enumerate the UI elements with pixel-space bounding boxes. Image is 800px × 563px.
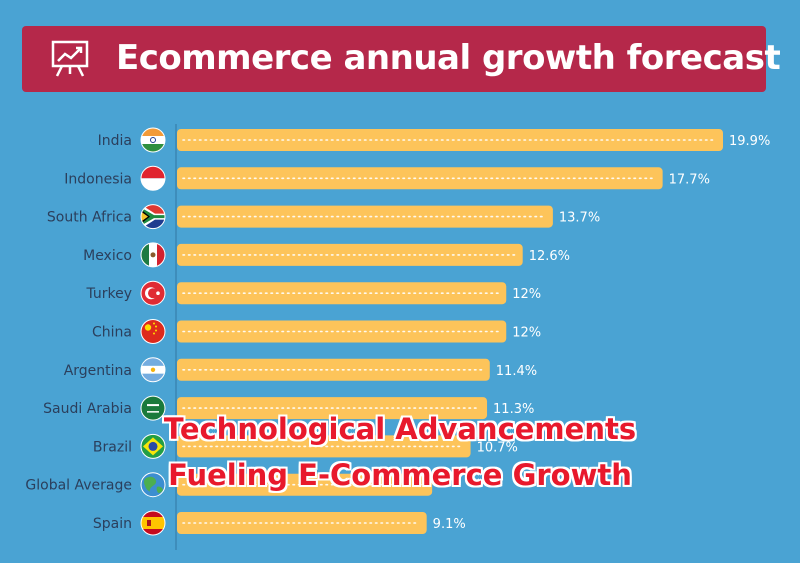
- value-label-brazil: 10.7%: [477, 440, 518, 455]
- turkey-flag-icon: [141, 281, 165, 306]
- value-label-china: 12%: [512, 326, 541, 341]
- category-label-india: India: [98, 133, 132, 149]
- china-flag-icon: [141, 319, 165, 344]
- value-label-indonesia: 17.7%: [669, 172, 710, 187]
- argentina-flag-icon: [141, 357, 165, 382]
- bar-china: [177, 320, 507, 343]
- overlay-headline-line-1: Technological Advancements: [163, 412, 637, 446]
- category-label-indonesia: Indonesia: [64, 171, 132, 187]
- flag-ring-mexico: [140, 242, 166, 268]
- category-label-saudi-arabia: Saudi Arabia: [43, 401, 132, 417]
- value-label-india: 19.9%: [729, 134, 770, 149]
- flag-ring-turkey: [140, 280, 166, 306]
- flag-ring-indonesia: [140, 165, 166, 191]
- flag-ring-south-africa: [140, 204, 166, 230]
- saudi-arabia-flag-icon: [141, 396, 165, 421]
- value-label-spain: 9.1%: [433, 517, 466, 532]
- category-label-china: China: [92, 325, 132, 341]
- bar-spain: [177, 512, 427, 534]
- flag-ring-china: [140, 319, 166, 344]
- category-label-argentina: Argentina: [64, 363, 132, 379]
- value-label-turkey: 12%: [512, 287, 541, 302]
- bar-india: [177, 129, 723, 151]
- category-label-spain: Spain: [93, 516, 132, 532]
- presentation-chart-icon: [51, 40, 89, 77]
- brazil-flag-icon: [141, 434, 165, 459]
- overlay-headline-line-2: Fueling E-Commerce Growth: [168, 458, 632, 492]
- chart-title: Ecommerce annual growth forecast: [116, 38, 781, 78]
- category-label-mexico: Mexico: [83, 248, 132, 264]
- bar-turkey: [177, 282, 507, 305]
- flag-ring-brazil: [140, 433, 166, 459]
- value-label-argentina: 11.4%: [496, 364, 537, 379]
- bar-brazil: [177, 435, 471, 458]
- south-africa-flag-icon: [141, 204, 165, 229]
- flag-ring-saudi-arabia: [140, 395, 166, 421]
- category-label-global-average: Global Average: [25, 478, 132, 494]
- globe-icon: [141, 472, 165, 497]
- india-flag-icon: [141, 128, 165, 152]
- value-label-south-africa: 13.7%: [559, 211, 600, 226]
- flag-ring-spain: [140, 510, 166, 536]
- value-label-saudi-arabia: 11.3%: [493, 402, 534, 417]
- flag-ring-global-average: [140, 472, 166, 498]
- title-banner: Ecommerce annual growth forecast: [22, 26, 781, 92]
- category-label-turkey: Turkey: [85, 286, 132, 302]
- mexico-flag-icon: [141, 242, 165, 267]
- flag-ring-india: [140, 127, 166, 153]
- spain-flag-icon: [141, 511, 165, 535]
- indonesia-flag-icon: [141, 166, 165, 191]
- flag-ring-argentina: [140, 357, 166, 383]
- value-label-mexico: 12.6%: [529, 249, 570, 264]
- category-label-brazil: Brazil: [93, 439, 132, 455]
- category-label-south-africa: South Africa: [47, 210, 132, 226]
